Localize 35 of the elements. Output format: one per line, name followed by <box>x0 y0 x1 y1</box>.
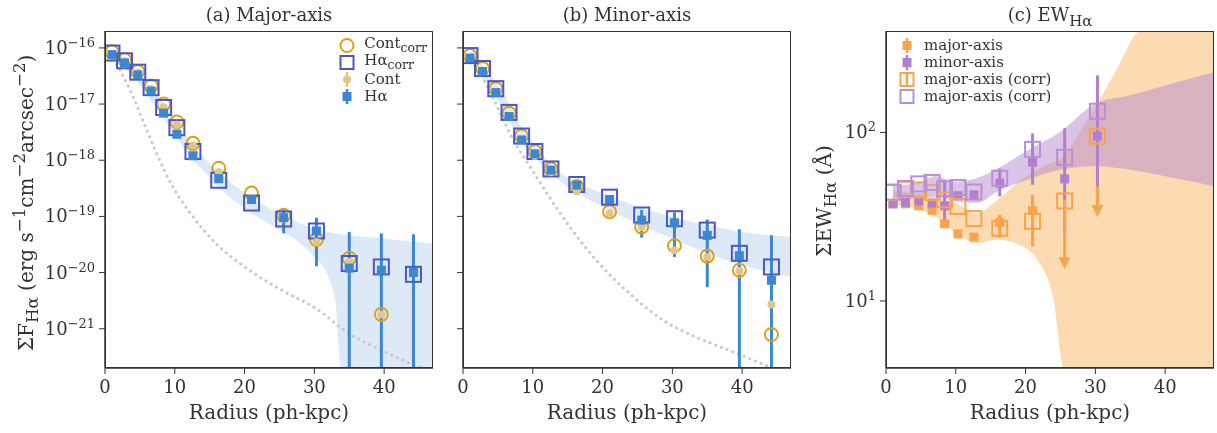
x-axis-title: Radius (ph-kpc) <box>187 400 351 424</box>
x-tick-label: 40 <box>372 376 396 397</box>
x-tick-label: 30 <box>660 376 684 397</box>
legend-label: minor-axis <box>924 53 1004 71</box>
x-tick-label: 10 <box>944 376 968 397</box>
x-tick-label: 0 <box>99 376 111 397</box>
x-tick-label: 30 <box>1083 376 1107 397</box>
x-tick-label: 30 <box>302 376 326 397</box>
x-tick-label: 20 <box>1014 376 1038 397</box>
x-tick-label: 0 <box>880 376 892 397</box>
legend-label: major-axis (corr) <box>924 87 1052 105</box>
y-tick-label: 10$^{−21}$ <box>44 315 95 339</box>
chart-title: (a) Major-axis <box>204 4 334 25</box>
y-tick-label: 10$^{−19}$ <box>44 202 95 227</box>
y-tick-label: 10$^{−16}$ <box>44 34 95 58</box>
legend-label: major-axis <box>924 36 1003 54</box>
y-tick-label: 10$^{−17}$ <box>44 90 95 115</box>
y-tick-label: 10$^{−18}$ <box>44 146 95 171</box>
x-axis-title: Radius (ph-kpc) <box>545 400 709 424</box>
x-tick-label: 40 <box>1153 376 1177 397</box>
legend-label: Hα <box>364 87 388 105</box>
legend-label: Cont <box>364 70 401 88</box>
chart-title: (b) Minor-axis <box>561 4 693 25</box>
x-tick-label: 20 <box>233 376 257 397</box>
y-tick-label: 10$^{−20}$ <box>44 259 95 283</box>
x-tick-label: 20 <box>591 376 615 397</box>
y-tick-label: 10$^{2}$ <box>844 118 876 143</box>
x-tick-label: 10 <box>163 376 187 397</box>
chart-title: (c) EW$_{Hα}$ <box>1006 4 1094 30</box>
y-tick-label: 10$^{1}$ <box>844 287 876 311</box>
x-axis-title: Radius (ph-kpc) <box>968 400 1132 424</box>
x-tick-label: 10 <box>521 376 545 397</box>
legend-label: major-axis (corr) <box>924 70 1052 88</box>
x-tick-label: 0 <box>457 376 469 397</box>
x-tick-label: 40 <box>730 376 754 397</box>
